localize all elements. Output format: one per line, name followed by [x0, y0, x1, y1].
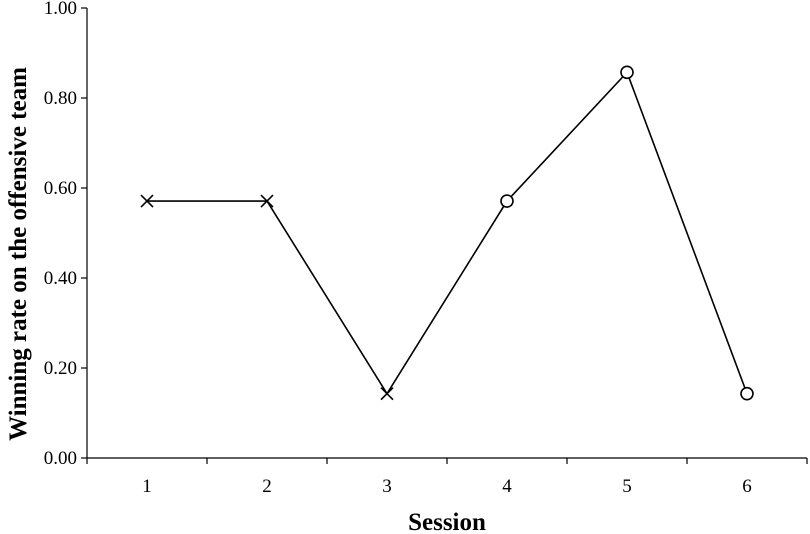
y-axis-title: Winning rate on the offensive team: [5, 67, 32, 441]
x-tick-label: 2: [262, 476, 272, 497]
x-tick-label: 4: [502, 476, 512, 497]
tick-labels: 0.00 0.20 0.40 0.60 0.80 1.00 1 2 3 4 5 6: [44, 0, 752, 497]
data-point-circle-marker: [740, 386, 754, 401]
x-marker-stroke: [260, 194, 274, 208]
axes: [81, 7, 808, 464]
series-line: [147, 70, 748, 396]
data-point-circle-marker: [500, 194, 514, 208]
x-tick-label: 5: [622, 476, 632, 497]
y-tick-label: 0.40: [44, 268, 77, 289]
x-marker-stroke: [380, 387, 394, 401]
data-point-x-marker: [380, 387, 394, 401]
x-axis-title: Session: [408, 509, 486, 534]
y-tick-label: 0.20: [44, 358, 77, 379]
y-tick-label: 0.60: [44, 178, 77, 199]
y-tick-label: 0.80: [44, 88, 77, 109]
y-tick-label: 1.00: [44, 0, 77, 19]
x-tick-label: 1: [142, 476, 152, 497]
x-tick-label: 6: [742, 476, 752, 497]
data-markers: [140, 65, 754, 401]
data-point-circle-marker: [620, 65, 634, 80]
x-tick-label: 3: [382, 476, 392, 497]
y-tick-label: 0.00: [44, 448, 77, 469]
data-point-x-marker: [140, 194, 154, 208]
x-marker-stroke: [140, 194, 154, 208]
data-point-x-marker: [260, 194, 274, 208]
series-polyline: [147, 70, 748, 396]
